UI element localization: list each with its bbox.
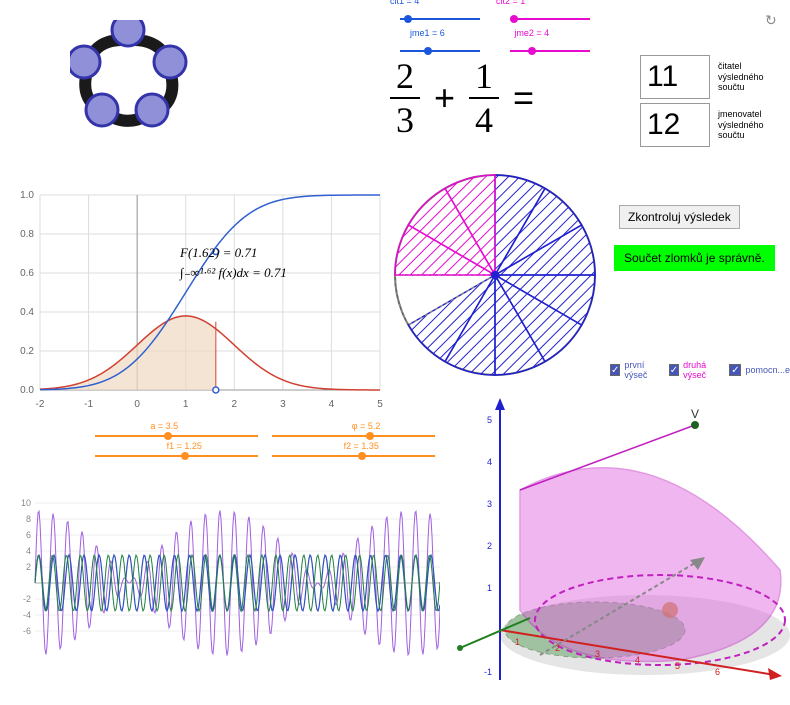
answer-numerator-input[interactable]: 11 bbox=[640, 55, 710, 99]
answer-denominator-input[interactable]: 12 bbox=[640, 103, 710, 147]
svg-text:5: 5 bbox=[487, 415, 492, 425]
frac-num: 2 bbox=[390, 55, 420, 99]
pie-legend: ✓první výseč ✓druhá výseč ✓pomocn...e bbox=[610, 360, 790, 380]
answer-den-label: jmenovatel výsledného součtu bbox=[718, 109, 788, 141]
svg-text:2: 2 bbox=[26, 562, 31, 572]
svg-text:V: V bbox=[691, 407, 699, 421]
reload-icon[interactable]: ↻ bbox=[765, 12, 777, 29]
plus-sign: + bbox=[434, 77, 455, 119]
svg-text:1: 1 bbox=[487, 583, 492, 593]
frac-den: 3 bbox=[390, 99, 420, 141]
logo-pentagon bbox=[70, 20, 210, 165]
svg-text:6: 6 bbox=[26, 530, 31, 540]
svg-text:3: 3 bbox=[595, 649, 600, 659]
slider-group-pink: čit2 = 1jme2 = 4 bbox=[510, 10, 610, 60]
slider[interactable]: čit2 = 1 bbox=[510, 10, 590, 28]
svg-text:10: 10 bbox=[21, 498, 31, 508]
svg-text:4: 4 bbox=[487, 457, 492, 467]
frac-num: 1 bbox=[469, 55, 499, 99]
svg-text:0.8: 0.8 bbox=[20, 229, 34, 240]
legend-checkbox[interactable]: ✓pomocn...e bbox=[729, 360, 790, 380]
svg-text:6: 6 bbox=[715, 667, 720, 677]
check-result-button[interactable]: Zkontroluj výsledek bbox=[619, 205, 740, 229]
svg-text:2: 2 bbox=[555, 643, 560, 653]
svg-text:0.4: 0.4 bbox=[20, 307, 34, 318]
fraction-equation: 2 3 + 1 4 = bbox=[390, 55, 534, 141]
svg-text:4: 4 bbox=[635, 655, 640, 665]
svg-text:1: 1 bbox=[515, 637, 520, 647]
svg-text:5: 5 bbox=[377, 399, 383, 410]
svg-text:3: 3 bbox=[487, 499, 492, 509]
answer-area: 11 čitatel výsledného součtu 12 jmenovat… bbox=[640, 55, 788, 147]
svg-text:1: 1 bbox=[183, 399, 189, 410]
svg-text:-2: -2 bbox=[36, 399, 45, 410]
svg-text:4: 4 bbox=[329, 399, 335, 410]
dist-F-label: F(1.62) = 0.71 bbox=[180, 245, 257, 261]
svg-text:3: 3 bbox=[280, 399, 286, 410]
svg-text:-6: -6 bbox=[23, 626, 31, 636]
wave-chart: 10 8 6 4 2 -2 -4 -6 bbox=[10, 428, 440, 703]
svg-text:-1: -1 bbox=[484, 667, 492, 677]
svg-text:0: 0 bbox=[134, 399, 140, 410]
equals-sign: = bbox=[513, 77, 534, 119]
svg-text:0.0: 0.0 bbox=[20, 385, 34, 396]
chart-3d: V 1 2 3 4 5 -1 1 2 3 4 5 6 bbox=[450, 390, 790, 705]
frac-den: 4 bbox=[469, 99, 499, 141]
legend-checkbox[interactable]: ✓druhá výseč bbox=[669, 360, 712, 380]
svg-text:2: 2 bbox=[232, 399, 238, 410]
svg-text:-4: -4 bbox=[23, 610, 31, 620]
svg-text:0.2: 0.2 bbox=[20, 346, 34, 357]
dist-int-label: ∫₋∞¹·⁶² f(x)dx = 0.71 bbox=[180, 265, 287, 281]
svg-text:0.6: 0.6 bbox=[20, 268, 34, 279]
fraction-2: 1 4 bbox=[469, 55, 499, 141]
fraction-1: 2 3 bbox=[390, 55, 420, 141]
svg-text:4: 4 bbox=[26, 546, 31, 556]
svg-text:8: 8 bbox=[26, 514, 31, 524]
pie-chart bbox=[390, 170, 600, 385]
legend-checkbox[interactable]: ✓první výseč bbox=[610, 360, 651, 380]
distribution-chart: -2 -1 0 1 2 3 4 5 0.0 0.2 0.4 0.6 0.8 1.0 F(1.62) = 0… bbox=[0, 185, 390, 420]
svg-text:5: 5 bbox=[675, 661, 680, 671]
answer-num-label: čitatel výsledného součtu bbox=[718, 61, 788, 93]
svg-text:-2: -2 bbox=[23, 594, 31, 604]
svg-text:2: 2 bbox=[487, 541, 492, 551]
svg-text:-1: -1 bbox=[84, 399, 93, 410]
slider[interactable]: čit1 = 4 bbox=[400, 10, 480, 28]
svg-text:1.0: 1.0 bbox=[20, 190, 34, 201]
result-banner: Součet zlomků je správně. bbox=[614, 245, 775, 271]
